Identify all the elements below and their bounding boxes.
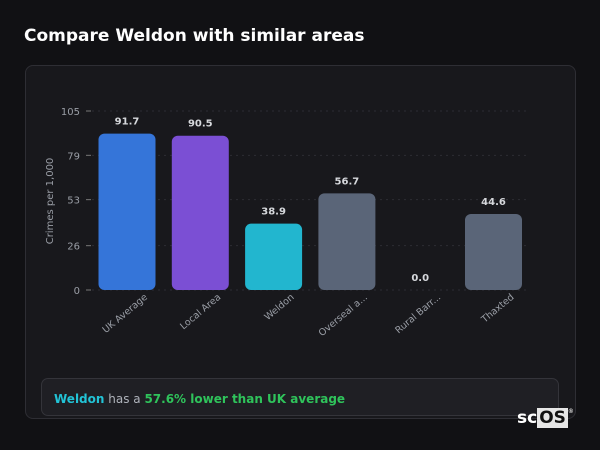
x-tick-label: Weldon [263, 292, 297, 323]
bar [245, 223, 303, 290]
bar [171, 135, 229, 290]
scos-logo: sc OS ® [517, 408, 574, 428]
data-label: 56.7 [335, 176, 360, 187]
comparison-summary: Weldon has a 57.6% lower than UK average [41, 378, 559, 416]
data-label: 44.6 [481, 197, 506, 208]
data-label: 0.0 [411, 273, 429, 284]
summary-text: has a [104, 392, 145, 406]
x-tick-label: Local Area [178, 292, 223, 332]
bar [318, 193, 376, 290]
x-tick-label: Thaxted [479, 292, 517, 326]
y-axis-label: Crimes per 1,000 [45, 158, 56, 245]
logo-sc: sc [517, 408, 538, 428]
summary-highlight: 57.6% lower than UK average [144, 392, 346, 406]
logo-mark: ® [567, 408, 574, 415]
data-label: 38.9 [261, 207, 286, 218]
area-name: Weldon [54, 392, 105, 406]
y-tick-label: 53 [67, 196, 80, 207]
data-label: 91.7 [115, 117, 140, 128]
bar [98, 133, 156, 290]
y-tick-label: 26 [67, 242, 80, 253]
logo-os: OS [537, 408, 568, 428]
y-tick-label: 0 [74, 286, 80, 297]
x-tick-label: Overseal a... [317, 292, 370, 339]
data-label: 90.5 [188, 119, 213, 130]
x-tick-label: Rural Barr... [393, 292, 443, 336]
page-title: Compare Weldon with similar areas [24, 26, 365, 46]
y-tick-label: 105 [61, 107, 80, 118]
y-tick-label: 79 [67, 151, 80, 162]
bar [465, 213, 522, 290]
x-tick-label: UK Average [101, 292, 150, 336]
